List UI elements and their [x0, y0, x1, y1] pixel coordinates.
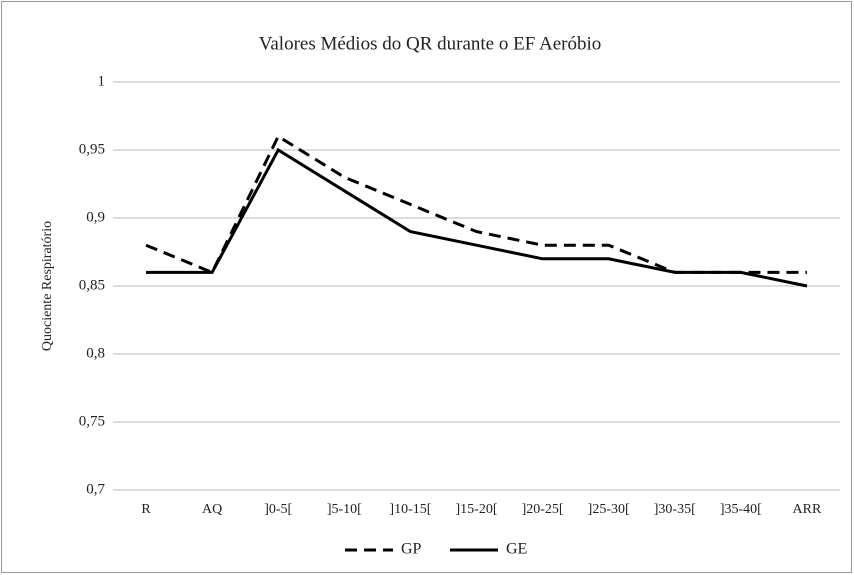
y-tick-label: 0,8 — [86, 345, 105, 361]
legend-label: GP — [401, 541, 422, 558]
x-tick-label: ]30-35[ — [654, 502, 696, 517]
x-tick-label: ]15-20[ — [456, 502, 498, 517]
x-tick-label: ]0-5[ — [264, 502, 292, 517]
x-tick-label: ]20-25[ — [522, 502, 564, 517]
y-tick-label: 0,85 — [79, 277, 105, 293]
series-line — [146, 147, 808, 288]
x-tick-label: ]25-30[ — [588, 502, 630, 517]
y-tick-label: 0,95 — [79, 141, 105, 157]
x-tick-label: ]10-15[ — [389, 502, 431, 517]
x-tick-label: ]5-10[ — [327, 502, 362, 517]
y-axis-label: Quociente Respiratório — [40, 221, 55, 351]
y-tick-label: 0,75 — [79, 413, 105, 429]
x-tick-label: AQ — [202, 502, 222, 517]
x-tick-label: R — [141, 502, 151, 517]
x-tick-label: ]35-40[ — [720, 502, 762, 517]
chart-title: Valores Médios do QR durante o EF Aeróbi… — [259, 33, 601, 54]
y-tick-label: 0,9 — [86, 209, 105, 225]
x-tick-label: ARR — [793, 502, 822, 517]
y-tick-label: 1 — [98, 73, 106, 89]
legend-label: GE — [506, 541, 527, 558]
y-tick-label: 0,7 — [86, 481, 105, 497]
